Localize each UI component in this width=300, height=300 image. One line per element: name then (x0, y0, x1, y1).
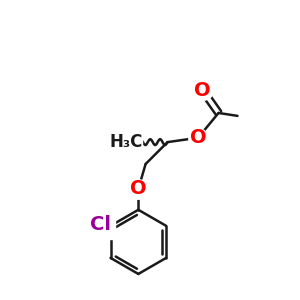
Text: O: O (130, 179, 147, 198)
Text: Cl: Cl (90, 215, 111, 234)
Text: O: O (190, 128, 206, 147)
Text: H₃C: H₃C (110, 133, 143, 151)
Text: O: O (194, 81, 211, 100)
